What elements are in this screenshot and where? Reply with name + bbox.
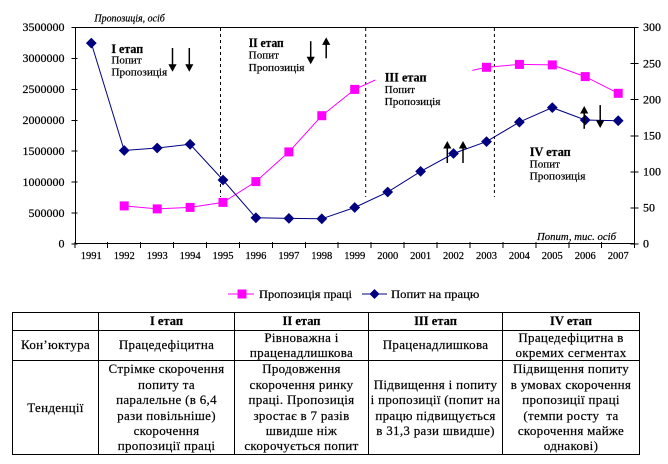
svg-text:Попит, тис. осіб: Попит, тис. осіб — [536, 231, 616, 243]
svg-text:ІІ етап: ІІ етап — [249, 36, 284, 50]
svg-text:2000000: 2000000 — [23, 113, 65, 127]
svg-text:Пропозиція, осіб: Пропозиція, осіб — [93, 14, 165, 25]
svg-text:Попит: Попит — [249, 49, 279, 61]
svg-text:І етап: І етап — [111, 42, 143, 56]
svg-text:1500000: 1500000 — [23, 144, 65, 158]
svg-text:3500000: 3500000 — [23, 20, 65, 34]
svg-text:2005: 2005 — [542, 251, 563, 262]
svg-text:2500000: 2500000 — [23, 82, 65, 96]
svg-text:0: 0 — [643, 237, 649, 251]
svg-text:Пропозиція праці: Пропозиція праці — [259, 287, 353, 301]
svg-text:50: 50 — [643, 201, 655, 215]
svg-text:2001: 2001 — [410, 251, 431, 262]
svg-text:1994: 1994 — [180, 251, 202, 262]
svg-text:1993: 1993 — [147, 251, 168, 262]
svg-text:Попит: Попит — [111, 54, 141, 66]
svg-text:Пропозиція: Пропозиція — [530, 170, 586, 182]
svg-text:2007: 2007 — [608, 251, 629, 262]
svg-text:2006: 2006 — [575, 251, 596, 262]
svg-text:250: 250 — [643, 56, 661, 70]
svg-text:Пропозиція: Пропозиція — [385, 96, 441, 108]
svg-text:1996: 1996 — [245, 251, 266, 262]
svg-text:0: 0 — [59, 237, 65, 251]
svg-text:2004: 2004 — [509, 251, 531, 262]
svg-text:2002: 2002 — [443, 251, 464, 262]
svg-text:ІІІ етап: ІІІ етап — [385, 71, 427, 85]
svg-text:1992: 1992 — [114, 251, 135, 262]
svg-text:Попит: Попит — [530, 158, 560, 170]
svg-text:Пропозиція: Пропозиція — [249, 62, 305, 74]
svg-text:3000000: 3000000 — [23, 51, 65, 65]
svg-text:2003: 2003 — [476, 251, 497, 262]
svg-text:IV етап: IV етап — [530, 145, 571, 159]
svg-text:300: 300 — [643, 20, 661, 34]
svg-text:2000: 2000 — [377, 251, 398, 262]
svg-text:1998: 1998 — [311, 251, 332, 262]
svg-text:1995: 1995 — [213, 251, 234, 262]
svg-text:1000000: 1000000 — [23, 175, 65, 189]
svg-text:1991: 1991 — [81, 251, 102, 262]
svg-text:100: 100 — [643, 165, 661, 179]
svg-text:500000: 500000 — [29, 206, 65, 220]
svg-text:1999: 1999 — [344, 251, 365, 262]
svg-text:150: 150 — [643, 129, 661, 143]
svg-text:1997: 1997 — [278, 251, 299, 262]
svg-text:Попит на працю: Попит на працю — [391, 287, 479, 301]
svg-text:Попит: Попит — [385, 84, 415, 96]
svg-text:Пропозиція: Пропозиція — [111, 66, 167, 78]
svg-text:200: 200 — [643, 92, 661, 106]
